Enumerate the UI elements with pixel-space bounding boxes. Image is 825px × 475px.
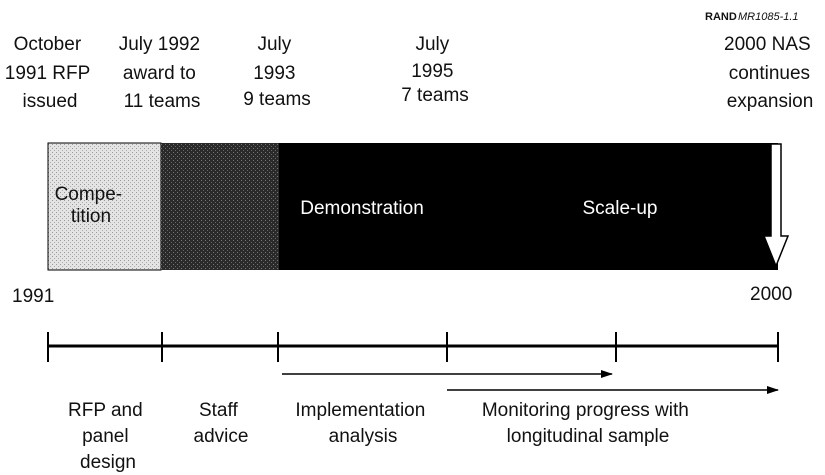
demonstration-segment <box>279 143 778 270</box>
activity: RFP and panel design <box>68 400 148 473</box>
activity-line: Monitoring progress with <box>482 400 689 421</box>
milestone-line: July <box>415 34 449 55</box>
phase-line: Compe- <box>55 184 123 205</box>
activity-line: analysis <box>329 426 398 447</box>
phase-bar: Compe- tition Demonstration Scale-up <box>47 142 790 271</box>
milestone-line: October <box>14 34 82 55</box>
milestone-line: 1993 <box>253 63 295 84</box>
milestone-line: award to <box>123 63 196 84</box>
phase-label: Scale-up <box>583 198 658 219</box>
activity-line: longitudinal sample <box>507 426 670 447</box>
milestone-line: 9 teams <box>243 89 311 110</box>
milestone-line: July 1992 <box>119 34 200 55</box>
milestone-line: 11 teams <box>124 91 201 112</box>
activity-labels: RFP and panel design Staff advice Implem… <box>68 400 694 473</box>
milestone-line: 1995 <box>411 61 453 82</box>
activity-line: panel <box>82 426 129 447</box>
activity-line: Staff <box>199 400 238 421</box>
activity-line: advice <box>194 426 249 447</box>
expansion-arrow <box>762 143 790 269</box>
milestone: October 1991 RFP issued <box>5 34 95 112</box>
milestone-line: expansion <box>727 91 814 112</box>
milestone-line: 1991 RFP <box>5 63 90 84</box>
milestone: July 1995 7 teams <box>401 34 469 106</box>
activity-line: Implementation <box>295 400 425 421</box>
milestone: 2000 NAS continues expansion <box>724 34 816 112</box>
phase-line: tition <box>71 206 111 227</box>
end-year: 2000 <box>750 284 792 305</box>
phase-label: Compe- tition <box>55 184 128 227</box>
milestone-labels: October 1991 RFP issued July 1992 award … <box>5 34 816 112</box>
milestone-line: continues <box>729 63 810 84</box>
activity-timeline <box>47 332 779 394</box>
activity: Staff advice <box>194 400 249 447</box>
milestone-line: July <box>257 34 291 55</box>
milestone: July 1992 award to 11 teams <box>119 34 206 112</box>
milestone: July 1993 9 teams <box>243 34 311 110</box>
milestone-line: issued <box>23 91 78 112</box>
activity: Implementation analysis <box>295 400 430 447</box>
competition-segment <box>47 142 162 271</box>
milestone-line: 2000 NAS <box>724 34 811 55</box>
staff-segment <box>161 143 279 270</box>
activity: Monitoring progress with longitudinal sa… <box>482 400 694 447</box>
activity-line: design <box>80 452 136 473</box>
start-year: 1991 <box>12 286 54 307</box>
phase-label: Demonstration <box>300 198 424 219</box>
activity-line: RFP and <box>68 400 143 421</box>
publisher: RAND <box>705 11 737 23</box>
figure-id: MR1085-1.1 <box>738 11 799 23</box>
milestone-line: 7 teams <box>401 85 469 106</box>
